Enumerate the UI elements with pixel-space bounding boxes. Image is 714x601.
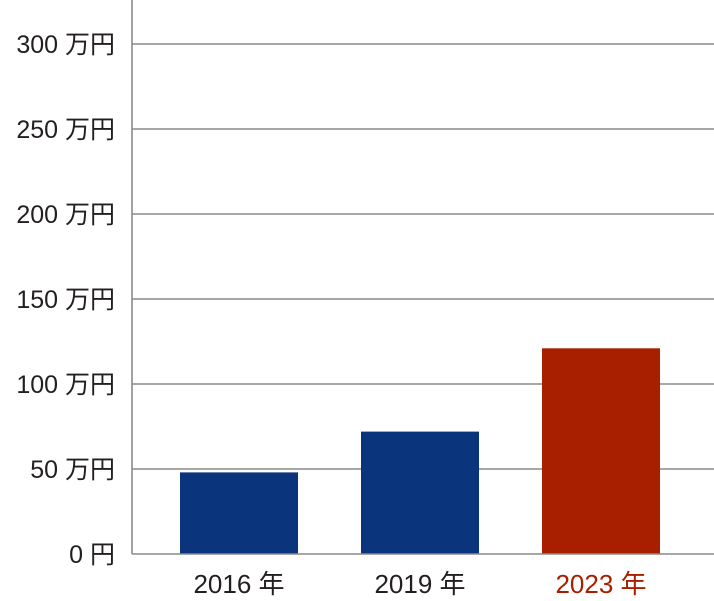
bar-3: [542, 348, 660, 554]
x-category-labels: 2016 年 2019 年 2023 年: [193, 569, 646, 599]
bar-1: [180, 472, 298, 554]
y-tick-label: 50 万円: [30, 456, 115, 484]
y-tick-labels: 0 円 50 万円 100 万円 150 万円 200 万円 250 万円 300 万円: [16, 31, 115, 569]
bar-2: [361, 431, 479, 554]
x-category-label: 2023 年: [555, 569, 646, 599]
y-tick-label: 0 円: [69, 541, 115, 569]
x-category-label: 2016 年: [193, 569, 284, 599]
x-category-label: 2019 年: [374, 569, 465, 599]
y-tick-label: 100 万円: [16, 371, 115, 399]
y-tick-label: 150 万円: [16, 286, 115, 314]
bars: [180, 348, 660, 554]
axes: [131, 0, 714, 555]
y-tick-label: 200 万円: [16, 201, 115, 229]
y-tick-label: 300 万円: [16, 31, 115, 59]
y-tick-label: 250 万円: [16, 116, 115, 144]
